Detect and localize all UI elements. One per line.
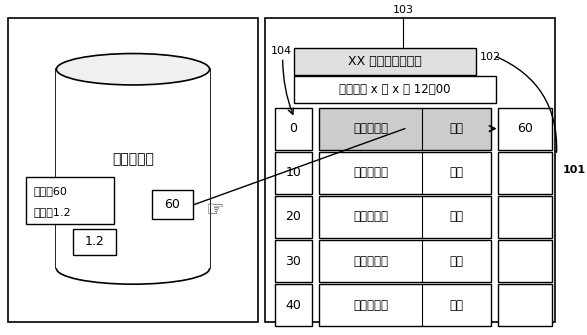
Bar bbox=[498, 240, 552, 282]
Text: 温度: 温度 bbox=[450, 299, 463, 312]
Text: 气压：1.2: 气压：1.2 bbox=[33, 207, 71, 216]
Text: 第一搞拌罐: 第一搞拌罐 bbox=[353, 122, 388, 135]
Text: 0: 0 bbox=[289, 122, 298, 135]
Bar bbox=[498, 108, 552, 150]
Text: 气压: 气压 bbox=[450, 255, 463, 268]
Bar bbox=[275, 152, 312, 194]
Bar bbox=[8, 18, 258, 323]
Text: 第一发酵罐: 第一发酵罐 bbox=[353, 255, 388, 268]
Bar bbox=[265, 18, 555, 323]
Text: 40: 40 bbox=[285, 299, 301, 312]
Text: 第一发酵罐: 第一发酵罐 bbox=[353, 166, 388, 179]
Bar bbox=[498, 196, 552, 238]
Ellipse shape bbox=[56, 54, 210, 85]
Bar bbox=[295, 76, 495, 103]
Text: 第二搞拌罐: 第二搞拌罐 bbox=[353, 210, 388, 223]
Text: 101: 101 bbox=[562, 165, 585, 175]
Bar bbox=[151, 190, 193, 219]
Bar bbox=[319, 240, 491, 282]
Bar bbox=[25, 177, 114, 224]
Bar bbox=[319, 152, 491, 194]
Text: 温度：60: 温度：60 bbox=[33, 186, 68, 196]
Text: 1.2: 1.2 bbox=[85, 236, 104, 249]
Text: 温度: 温度 bbox=[450, 122, 463, 135]
Bar bbox=[275, 108, 312, 150]
Bar bbox=[498, 152, 552, 194]
Bar bbox=[319, 108, 491, 150]
Text: ☞: ☞ bbox=[205, 200, 224, 219]
Text: 102: 102 bbox=[480, 52, 501, 62]
Text: 20: 20 bbox=[285, 210, 301, 223]
Bar bbox=[319, 196, 491, 238]
Text: 103: 103 bbox=[393, 5, 414, 15]
Text: 30: 30 bbox=[285, 255, 301, 268]
Text: XX 项目第二次实验: XX 项目第二次实验 bbox=[348, 55, 422, 68]
Bar bbox=[56, 69, 210, 268]
Bar bbox=[295, 48, 476, 75]
Bar bbox=[73, 229, 116, 255]
Text: 10: 10 bbox=[285, 166, 301, 179]
Bar bbox=[275, 284, 312, 326]
Bar bbox=[275, 196, 312, 238]
Text: 104: 104 bbox=[271, 46, 292, 56]
Text: 60: 60 bbox=[164, 198, 180, 211]
Text: 温度: 温度 bbox=[450, 210, 463, 223]
Text: 气压: 气压 bbox=[450, 166, 463, 179]
Text: 60: 60 bbox=[517, 122, 532, 135]
Bar bbox=[498, 284, 552, 326]
Bar bbox=[275, 240, 312, 282]
Text: 第一搞拌罐: 第一搞拌罐 bbox=[112, 152, 154, 166]
Text: 第三搞拌罐: 第三搞拌罐 bbox=[353, 299, 388, 312]
Bar bbox=[319, 284, 491, 326]
Text: 开始时间 x 月 x 日 12：00: 开始时间 x 月 x 日 12：00 bbox=[339, 83, 451, 96]
